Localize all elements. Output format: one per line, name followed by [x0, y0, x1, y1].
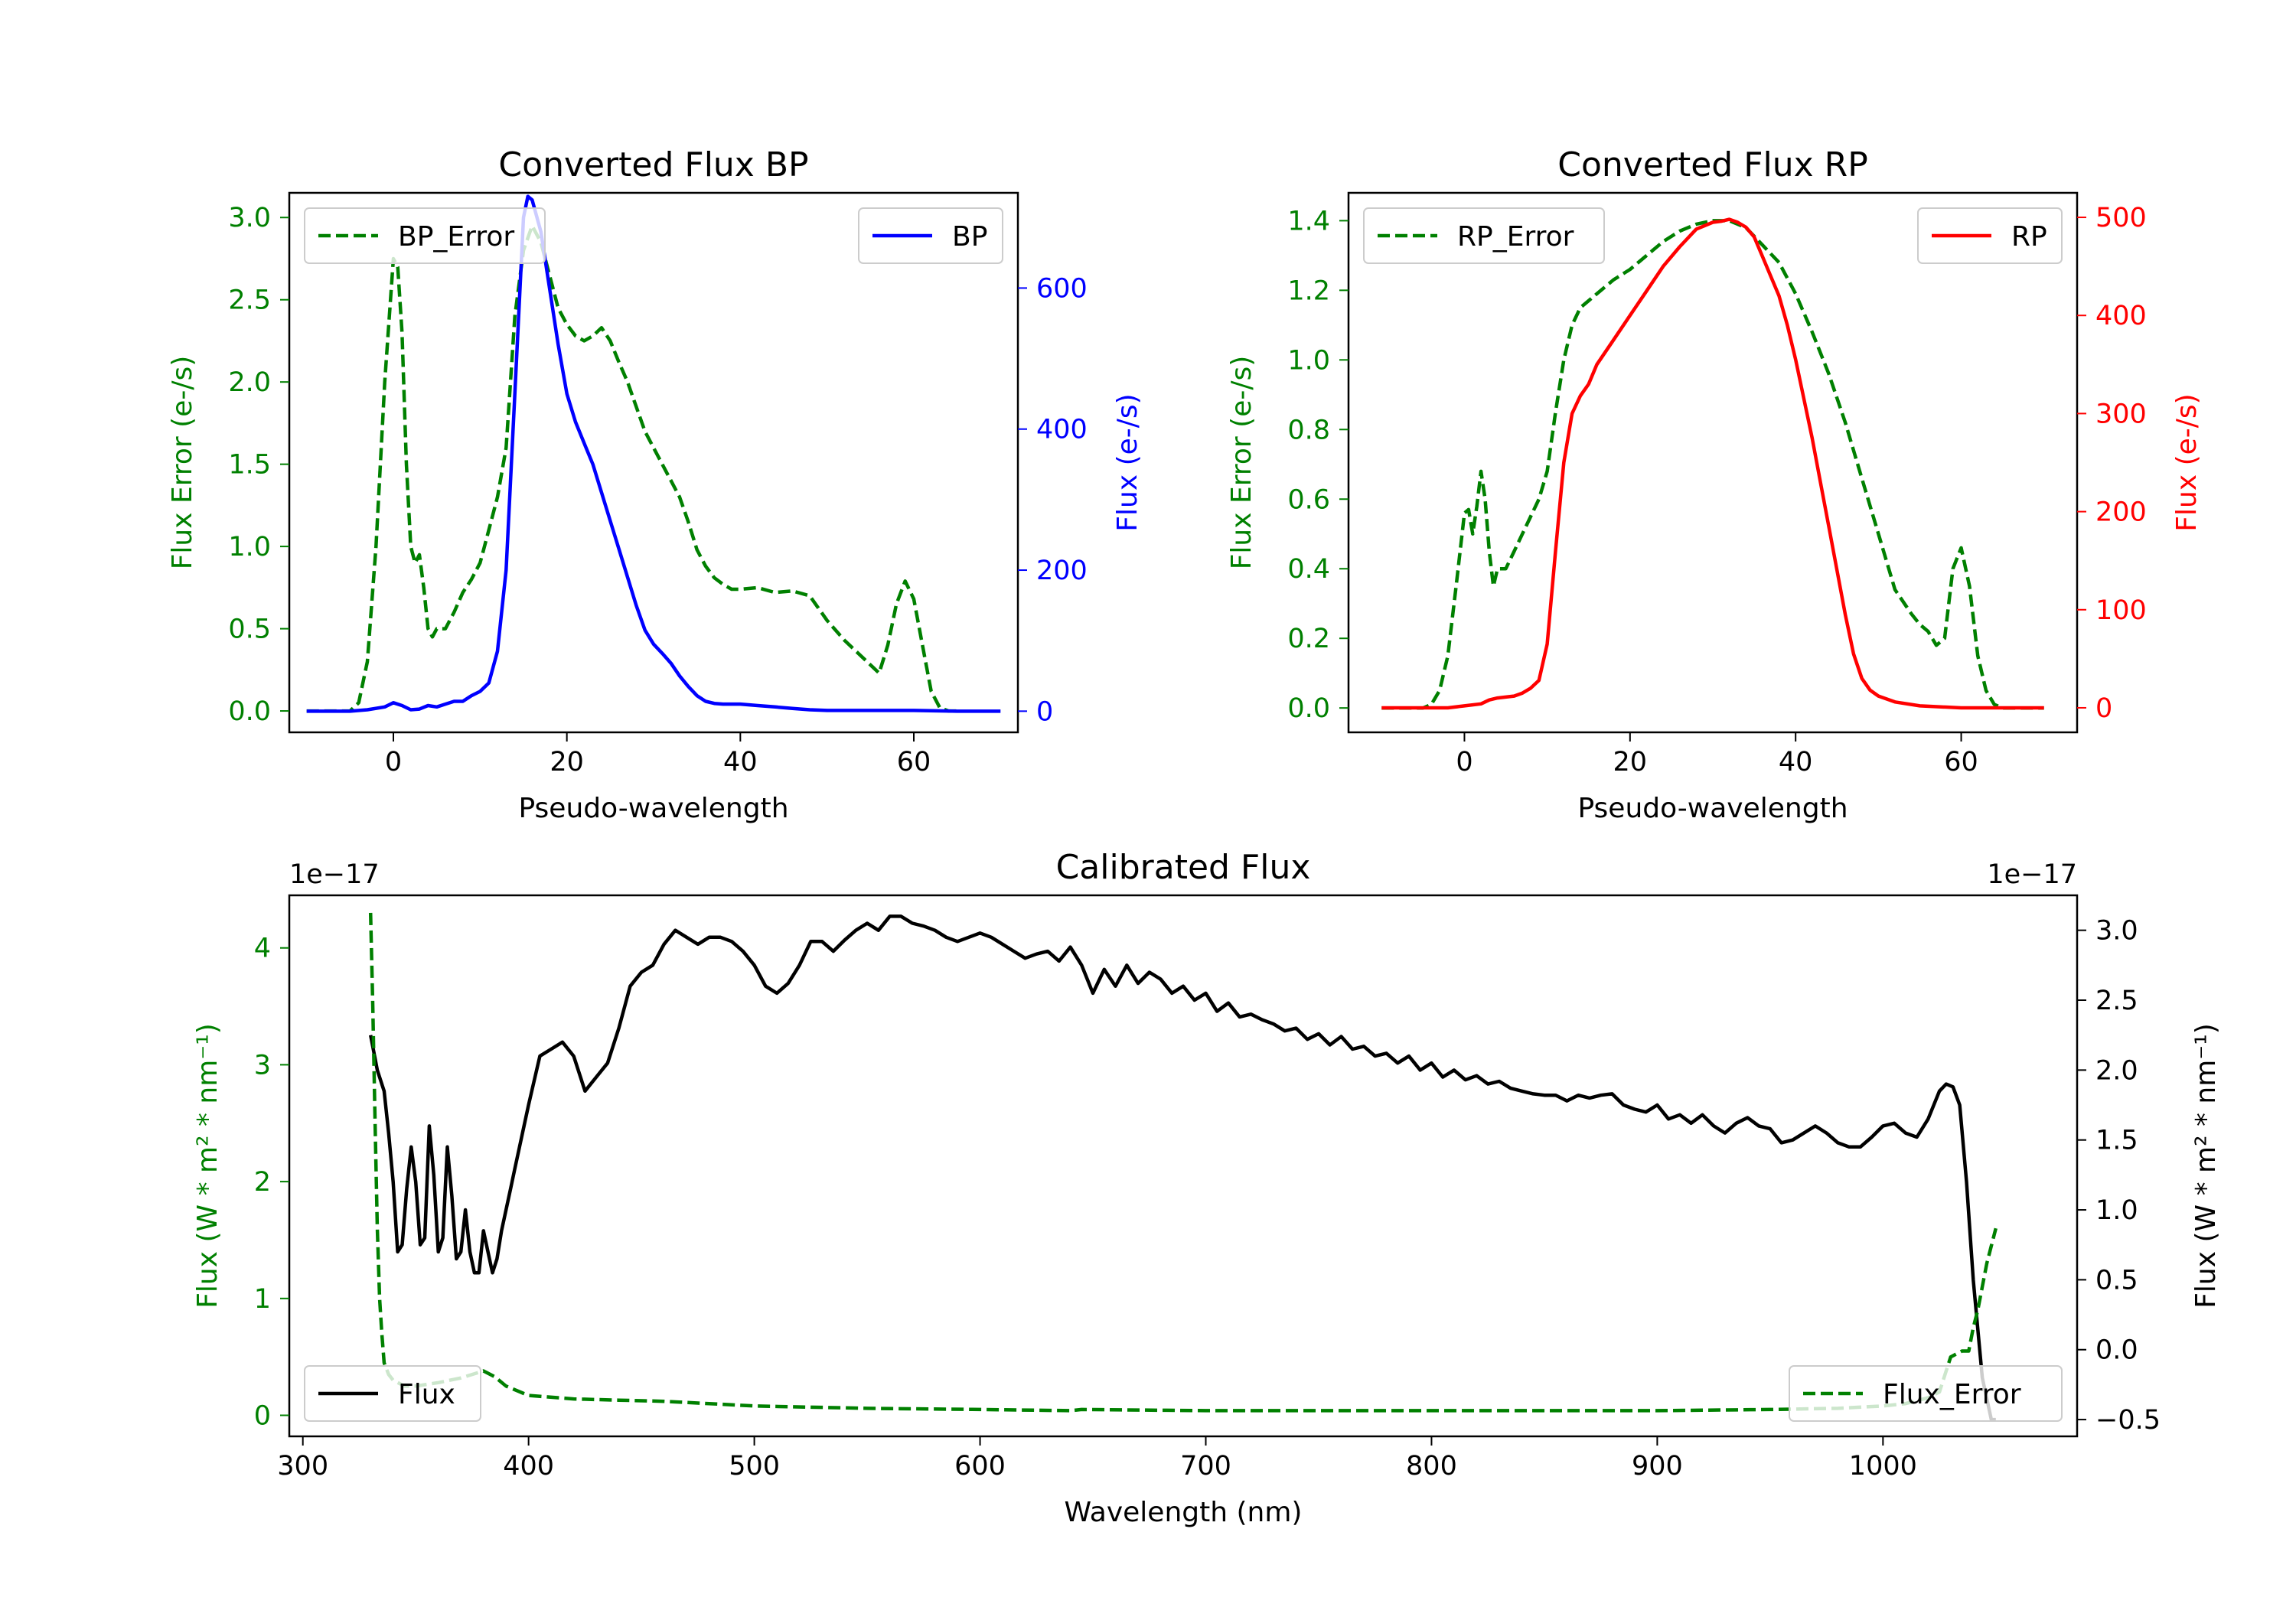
calib-ytick-left-label: 4 [254, 934, 271, 964]
legend-label: RP [2011, 221, 2047, 253]
rp-title: Converted Flux RP [1557, 145, 1868, 184]
rp-legend-rp: RP [1917, 207, 2063, 264]
calib-xtick-label: 300 [277, 1451, 328, 1482]
rp-ytick-left-label: 0.8 [1287, 415, 1330, 445]
legend-box [1363, 207, 1605, 264]
legend-box [304, 207, 546, 264]
legend-label: BP [952, 221, 987, 253]
calib-ylabel-left: Flux (W * m² * nm⁻¹) [192, 1023, 223, 1309]
rp-ytick-right-label: 300 [2095, 399, 2147, 429]
calib-xtick-label: 400 [503, 1451, 554, 1482]
bp-legend-bp-error: BP_Error [304, 207, 546, 264]
calib-ytick-left-label: 3 [254, 1050, 271, 1081]
calib-xtick-label: 700 [1180, 1451, 1231, 1482]
calib-xtick-label: 500 [729, 1451, 780, 1482]
rp-ytick-right-label: 500 [2095, 203, 2147, 233]
rp-ylabel-right: Flux (e-/s) [2171, 393, 2203, 531]
rp-ytick-right-label: 0 [2095, 693, 2112, 724]
calib-ytick-right-label: 0.0 [2095, 1335, 2138, 1366]
rp-ytick-left-label: 0.0 [1287, 693, 1330, 724]
calib-xtick-label: 600 [954, 1451, 1006, 1482]
rp-xtick-label: 40 [1779, 747, 1813, 777]
rp-xtick-label: 0 [1456, 747, 1473, 777]
bp-series-bp [306, 194, 1001, 713]
calib-xlabel: Wavelength (nm) [1065, 1497, 1303, 1528]
calib-ytick-right-label: 0.5 [2095, 1265, 2138, 1296]
calib-ytick-right-label: 1.0 [2095, 1195, 2138, 1226]
calib-offset-left: 1e−17 [289, 859, 380, 890]
calib-xtick-label: 800 [1406, 1451, 1457, 1482]
calib-series-flux [368, 914, 1996, 1422]
legend-box [304, 1365, 481, 1422]
bp-legend-bp: BP [858, 207, 1003, 264]
legend-box [1789, 1365, 2063, 1422]
rp-ytick-left-label: 1.2 [1287, 275, 1330, 306]
bp-xtick-label: 0 [385, 747, 402, 777]
legend-label: Flux [398, 1379, 455, 1410]
calib-xtick-label: 1000 [1849, 1451, 1917, 1482]
legend-label: BP_Error [398, 221, 514, 253]
rp-ylabel-left: Flux Error (e-/s) [1226, 356, 1257, 570]
rp-xtick-label: 60 [1944, 747, 1978, 777]
bp-ytick-right-label: 600 [1036, 273, 1088, 304]
bp-xtick-label: 40 [723, 747, 758, 777]
bp-axes-frame [288, 191, 1019, 734]
calib-ytick-right-label: −0.5 [2095, 1405, 2161, 1436]
bp-xlabel: Pseudo-wavelength [518, 793, 788, 824]
legend-label: Flux_Error [1883, 1379, 2021, 1410]
bp-xtick-label: 60 [897, 747, 931, 777]
rp-ytick-right-label: 200 [2095, 497, 2147, 528]
calib-axes-frame [288, 894, 2079, 1438]
bp-ytick-left-label: 1.5 [228, 450, 271, 481]
calib-ytick-right-label: 2.0 [2095, 1055, 2138, 1086]
bp-ytick-left-label: 0.5 [228, 614, 271, 645]
bp-ytick-left-label: 2.5 [228, 285, 271, 316]
rp-ytick-right-label: 400 [2095, 301, 2147, 331]
calib-ytick-left-label: 0 [254, 1401, 271, 1432]
calibrated-panel: Calibrated Flux 300 400 500 600 700 800 900 1000… [192, 848, 2222, 1528]
rp-axes-frame [1347, 191, 2079, 734]
calib-offset-right: 1e−17 [1987, 859, 2077, 890]
calib-ytick-right-label: 2.5 [2095, 986, 2138, 1016]
rp-ytick-right-label: 100 [2095, 595, 2147, 626]
bp-ytick-left-label: 0.0 [228, 696, 271, 727]
rp-ytick-left-label: 1.4 [1287, 206, 1330, 236]
rp-ytick-left-label: 1.0 [1287, 345, 1330, 376]
bp-series-bp-error [306, 223, 957, 713]
bp-panel: Converted Flux BP 0 20 40 60 Pseudo-wavelengt… [167, 145, 1143, 824]
legend-label: RP_Error [1457, 221, 1574, 253]
rp-ytick-left-label: 0.6 [1287, 484, 1330, 515]
calib-legend-flux: Flux [304, 1365, 481, 1422]
rp-ytick-left-label: 0.4 [1287, 554, 1330, 585]
calib-ytick-left-label: 2 [254, 1167, 271, 1198]
calib-ytick-left-label: 1 [254, 1284, 271, 1315]
bp-ytick-left-label: 3.0 [228, 203, 271, 233]
calib-ytick-right-label: 3.0 [2095, 916, 2138, 947]
rp-xlabel: Pseudo-wavelength [1577, 793, 1848, 824]
calib-ylabel-right: Flux (W * m² * nm⁻¹) [2190, 1023, 2222, 1309]
rp-panel: Converted Flux RP 0 20 40 60 Pseudo-wavelengt… [1226, 145, 2203, 824]
rp-series-rp [1381, 217, 2044, 710]
bp-ytick-left-label: 1.0 [228, 532, 271, 562]
rp-ytick-left-label: 0.2 [1287, 624, 1330, 654]
rp-xtick-label: 20 [1613, 747, 1648, 777]
bp-title: Converted Flux BP [498, 145, 808, 184]
bp-ytick-right-label: 400 [1036, 415, 1088, 445]
bp-ytick-right-label: 200 [1036, 556, 1088, 586]
bp-ytick-right-label: 0 [1036, 696, 1053, 727]
rp-legend-rp-error: RP_Error [1363, 207, 1605, 264]
bp-ytick-left-label: 2.0 [228, 367, 271, 398]
calib-title: Calibrated Flux [1056, 848, 1311, 887]
bp-xtick-label: 20 [550, 747, 584, 777]
calib-ytick-right-label: 1.5 [2095, 1126, 2138, 1156]
bp-ylabel-right: Flux (e-/s) [1112, 393, 1143, 531]
bp-ylabel-left: Flux Error (e-/s) [167, 356, 198, 570]
rp-series-rp-error [1381, 219, 2044, 710]
calib-xtick-label: 900 [1632, 1451, 1683, 1482]
calib-legend-flux-error: Flux_Error [1789, 1365, 2063, 1422]
